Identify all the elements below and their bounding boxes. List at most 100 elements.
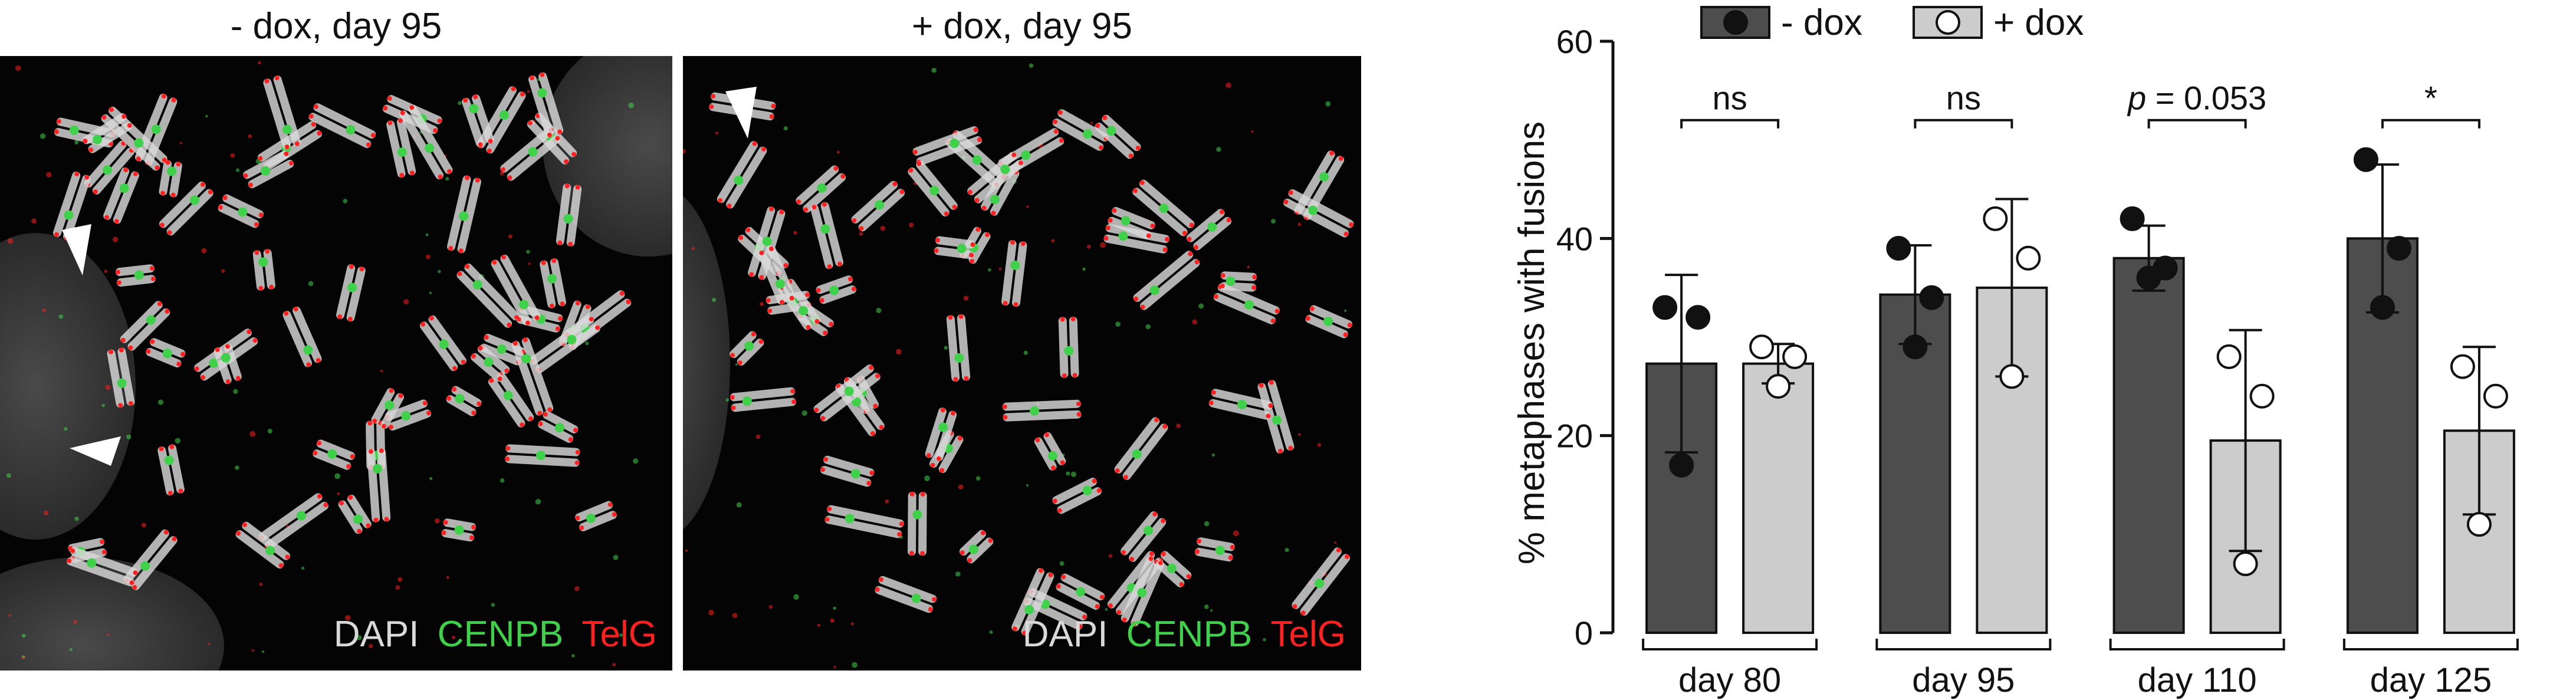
signal-speck (258, 61, 261, 65)
signal-speck (989, 630, 993, 634)
signal-speck (380, 369, 383, 373)
signal-speck (895, 349, 902, 355)
legend-label: + dox (1993, 2, 2084, 43)
signal-speck (1105, 608, 1108, 611)
signal-speck (42, 308, 47, 313)
signal-speck (1344, 310, 1347, 313)
signal-speck (885, 499, 889, 504)
interphase-nucleus (683, 196, 730, 530)
chromosome (82, 113, 133, 153)
chromosome (84, 140, 135, 195)
significance-bracket (1680, 119, 1780, 129)
signal-speck (43, 510, 49, 516)
signal-speck (46, 172, 52, 178)
signal-speck (619, 633, 623, 637)
signal-speck (735, 363, 738, 366)
chromosome (1052, 109, 1109, 151)
data-point (2233, 551, 2258, 576)
chromosome (778, 279, 820, 330)
legend-marker (1936, 10, 1960, 35)
data-point (2249, 383, 2275, 409)
x-tick-label: day 95 (1912, 661, 2015, 699)
signal-speck (685, 549, 688, 553)
signal-speck (1115, 321, 1121, 327)
chromosome (796, 165, 846, 213)
signal-speck (500, 478, 505, 483)
signal-speck (931, 68, 937, 73)
signal-speck (157, 399, 164, 405)
chromosome (875, 576, 937, 613)
chromosome (540, 258, 566, 308)
signal-speck (74, 140, 79, 144)
signal-speck (1145, 324, 1151, 330)
signal-speck (1284, 548, 1289, 553)
category-bracket (2109, 639, 2285, 650)
data-point (1903, 334, 1928, 360)
chromosome (500, 127, 560, 181)
signal-speck (837, 150, 840, 154)
signal-speck (22, 655, 25, 659)
chromosome (243, 150, 294, 189)
signal-speck (683, 149, 686, 154)
signal-speck (104, 270, 108, 274)
signal-speck (612, 663, 616, 667)
chromosome (810, 202, 844, 270)
chromosome (446, 386, 482, 416)
bar (2112, 257, 2185, 634)
signal-speck (1297, 222, 1302, 226)
data-point (1999, 364, 2025, 389)
signal-speck (230, 153, 235, 158)
signal-speck (235, 168, 240, 172)
data-point (1782, 344, 1808, 369)
signal-speck (535, 499, 541, 505)
data-point (2483, 383, 2508, 409)
chromosome (908, 491, 927, 556)
chromosome (758, 246, 796, 305)
signal-speck (403, 299, 409, 305)
signal-speck (426, 254, 431, 259)
signal-speck (235, 465, 239, 470)
signal-speck (429, 291, 432, 294)
signal-speck (201, 248, 207, 254)
signal-speck (725, 398, 730, 402)
stain-legend: DAPI CENPB TelG (1023, 613, 1346, 655)
signal-speck (708, 609, 714, 616)
signal-speck (793, 231, 797, 235)
chromosome (538, 410, 579, 443)
arrowhead-marker (70, 436, 121, 466)
arrowhead-marker (62, 224, 91, 275)
signal-speck (852, 662, 857, 668)
signal-speck (850, 622, 854, 626)
signal-speck (8, 614, 11, 617)
chromosome (1114, 417, 1168, 480)
signal-speck (759, 302, 764, 307)
chromosome (1305, 305, 1353, 339)
chromosome (263, 75, 301, 150)
chromosome (462, 94, 494, 147)
chromosome (157, 444, 185, 496)
data-point (1886, 236, 1911, 261)
signal-speck (574, 586, 580, 591)
chromosome (1292, 547, 1351, 616)
stain-cenpb-label: CENPB (1126, 614, 1253, 655)
signal-speck (988, 268, 991, 272)
signal-speck (107, 633, 110, 636)
signal-speck (830, 618, 835, 623)
signal-speck (1026, 205, 1029, 208)
chromosome (52, 171, 91, 241)
chromosome (1213, 283, 1280, 324)
data-point (2136, 265, 2161, 291)
signal-speck (801, 410, 807, 416)
signal-speck (691, 247, 695, 251)
stain-cenpb-label: CENPB (437, 614, 564, 655)
signal-speck (58, 314, 64, 319)
chromosome (491, 254, 541, 326)
signal-speck (1198, 303, 1204, 309)
signal-speck (880, 225, 886, 231)
metaphase-image-plus-dox: DAPI CENPB TelG (683, 56, 1361, 671)
x-tick-label: day 125 (2370, 661, 2492, 699)
chromosome (1194, 537, 1235, 562)
chromosome (235, 521, 291, 569)
chromosome (120, 301, 170, 351)
chromosome (338, 494, 372, 534)
